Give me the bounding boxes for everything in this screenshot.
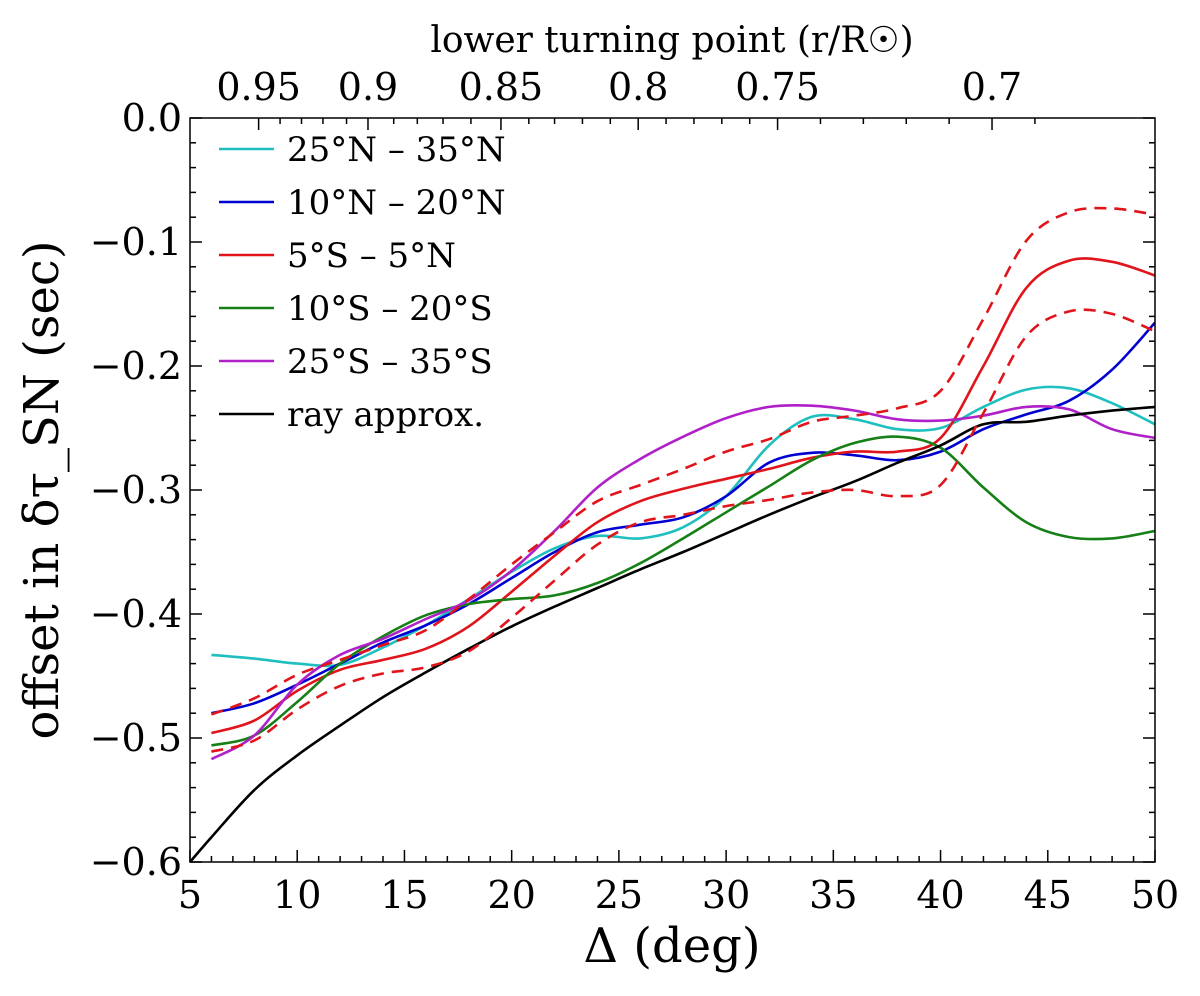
y-axis-title: offset in δτ_SN (sec) [14, 240, 70, 739]
x-tick-label: 25 [595, 873, 643, 917]
x-tick-label: 10 [273, 873, 321, 917]
y-tick-label: 0.0 [122, 96, 182, 140]
y-tick-label: −0.5 [90, 716, 182, 760]
series-line-7 [211, 308, 1155, 753]
legend: 25°N – 35°N 10°N – 20°N 5°S – 5°N 10°S – 20… [219, 130, 506, 435]
series-line-0 [211, 385, 1155, 668]
y-tick-label: −0.2 [90, 344, 182, 388]
tick-labels-layer: 5 10 15 20 25 30 35 40 45 50 0.0 −0.1 −0.2 −0.3 −0.4 −0… [90, 65, 1179, 917]
top-tick-label: 0.7 [962, 65, 1022, 109]
y-tick-label: −0.4 [90, 592, 182, 636]
x-tick-label: 35 [809, 873, 857, 917]
series-line-5 [190, 405, 1155, 862]
top-tick-label: 0.9 [338, 65, 398, 109]
series-line-2 [211, 257, 1155, 735]
ticks-layer [189, 117, 1156, 863]
x-tick-label: 40 [916, 873, 964, 917]
legend-label-5: ray approx. [287, 395, 484, 435]
legend-label-1: 10°N – 20°N [287, 183, 506, 223]
x-tick-label: 45 [1024, 873, 1072, 917]
legend-label-0: 25°N – 35°N [287, 130, 506, 170]
top-tick-label: 0.75 [735, 65, 820, 109]
top-tick-label: 0.8 [608, 65, 668, 109]
series-line-4 [210, 403, 1155, 761]
top-tick-label: 0.95 [216, 65, 301, 109]
x-axis-title: Δ (deg) [583, 918, 760, 974]
series-line-6 [210, 206, 1155, 716]
y-tick-label: −0.6 [90, 840, 182, 884]
legend-label-2: 5°S – 5°N [287, 236, 456, 276]
plot-frame [189, 117, 1156, 863]
top-tick-label: 0.85 [459, 65, 544, 109]
legend-label-4: 25°S – 35°S [287, 342, 493, 382]
x-tick-label: 20 [487, 873, 535, 917]
series-layer [190, 206, 1155, 862]
y-tick-label: −0.3 [90, 468, 182, 512]
series-line-3 [211, 435, 1155, 747]
legend-label-3: 10°S – 20°S [287, 289, 493, 329]
x-tick-label: 50 [1131, 873, 1179, 917]
x-tick-label: 5 [178, 873, 202, 917]
x-tick-label: 15 [380, 873, 428, 917]
top-axis-title: lower turning point (r/R☉) [430, 20, 913, 61]
x-tick-label: 30 [702, 873, 750, 917]
y-tick-label: −0.1 [90, 220, 182, 264]
series-line-1 [211, 321, 1155, 715]
